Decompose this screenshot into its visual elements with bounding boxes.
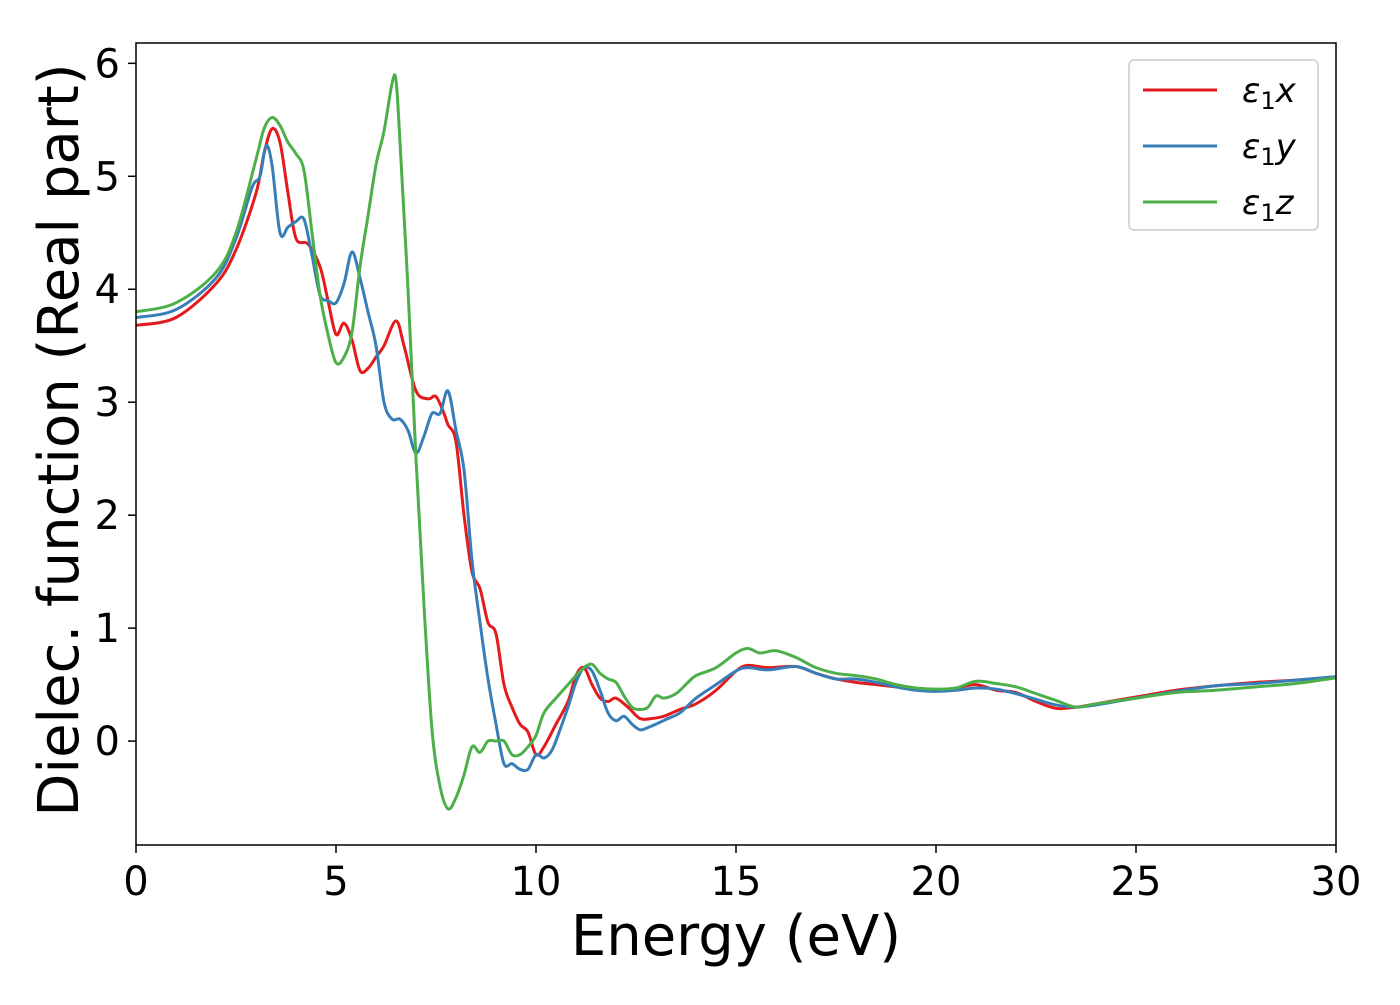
y-tick-label: 1 <box>95 606 120 652</box>
y-tick-label: 3 <box>95 380 120 426</box>
series-line-z <box>136 73 1336 811</box>
legend-entry-y: ε1y <box>1143 127 1297 171</box>
x-axis-title: Energy (eV) <box>571 904 901 969</box>
legend-label: ε1z <box>1242 183 1295 227</box>
series-line-y <box>136 143 1336 773</box>
y-axis-title: Dielec. function (Real part) <box>27 63 92 816</box>
y-tick-label: 4 <box>95 267 120 313</box>
legend: ε1x ε1y ε1z <box>1128 59 1319 231</box>
x-tick-label: 20 <box>911 859 962 905</box>
series-layer <box>136 73 1336 811</box>
y-tick-label: 2 <box>95 493 120 539</box>
y-axis: 0 1 2 3 4 5 6 <box>95 41 136 765</box>
x-tick-label: 5 <box>323 859 348 905</box>
legend-entry-z: ε1z <box>1143 183 1295 227</box>
x-tick-label: 25 <box>1111 859 1162 905</box>
y-tick-label: 0 <box>95 719 120 765</box>
legend-label: ε1x <box>1242 71 1297 115</box>
x-tick-label: 15 <box>711 859 762 905</box>
legend-label: ε1y <box>1242 127 1297 171</box>
x-axis: 0 5 10 15 20 25 30 <box>123 845 1361 905</box>
legend-box <box>1128 59 1319 231</box>
x-tick-label: 30 <box>1311 859 1362 905</box>
y-tick-label: 6 <box>95 41 120 87</box>
y-tick-label: 5 <box>95 154 120 200</box>
x-tick-label: 10 <box>511 859 562 905</box>
legend-entry-x: ε1x <box>1143 71 1297 115</box>
x-tick-label: 0 <box>123 859 148 905</box>
